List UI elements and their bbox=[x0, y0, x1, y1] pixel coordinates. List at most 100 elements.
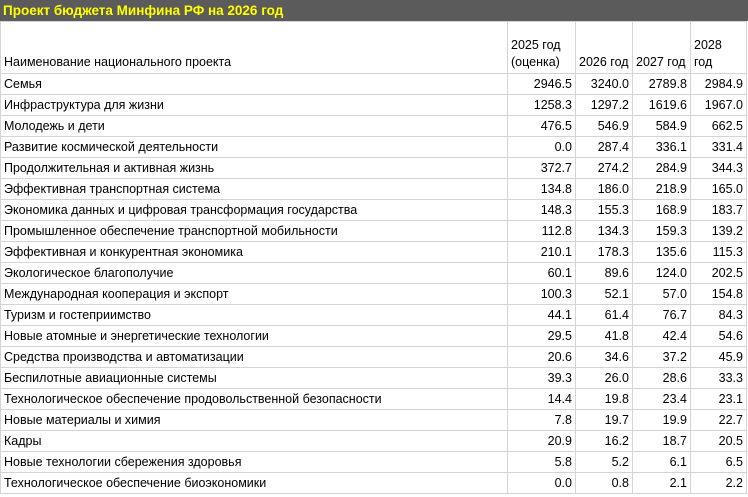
budget-value: 0.0 bbox=[507, 136, 576, 158]
budget-value: 37.2 bbox=[632, 346, 691, 368]
table-row: Молодежь и дети 476.5 546.9 584.9 662.5 bbox=[0, 115, 747, 137]
budget-value: 148.3 bbox=[507, 199, 576, 221]
project-name: Развитие космической деятельности bbox=[0, 136, 508, 158]
budget-value: 100.3 bbox=[507, 283, 576, 305]
budget-value: 22.7 bbox=[690, 409, 747, 431]
budget-value: 57.0 bbox=[632, 283, 691, 305]
budget-value: 42.4 bbox=[632, 325, 691, 347]
project-name: Экологическое благополучие bbox=[0, 262, 508, 284]
budget-value: 112.8 bbox=[507, 220, 576, 242]
budget-value: 39.3 bbox=[507, 367, 576, 389]
budget-value: 124.0 bbox=[632, 262, 691, 284]
project-name: Международная кооперация и экспорт bbox=[0, 283, 508, 305]
budget-value: 5.8 bbox=[507, 451, 576, 473]
budget-value: 274.2 bbox=[575, 157, 633, 179]
table-row: Экономика данных и цифровая трансформаци… bbox=[0, 199, 747, 221]
budget-value: 41.8 bbox=[575, 325, 633, 347]
budget-value: 18.7 bbox=[632, 430, 691, 452]
table-row: Эффективная и конкурентная экономика 210.… bbox=[0, 241, 747, 263]
table-row: Кадры 20.9 16.2 18.7 20.5 bbox=[0, 430, 747, 452]
budget-value: 183.7 bbox=[690, 199, 747, 221]
project-name: Новые материалы и химия bbox=[0, 409, 508, 431]
budget-value: 168.9 bbox=[632, 199, 691, 221]
budget-value: 29.5 bbox=[507, 325, 576, 347]
budget-value: 134.8 bbox=[507, 178, 576, 200]
project-name: Продолжительная и активная жизнь bbox=[0, 157, 508, 179]
table-row: Международная кооперация и экспорт 100.3 5… bbox=[0, 283, 747, 305]
budget-value: 1619.6 bbox=[632, 94, 691, 116]
budget-value: 0.8 bbox=[575, 472, 633, 494]
budget-value: 154.8 bbox=[690, 283, 747, 305]
table-body: Семья 2946.5 3240.0 2789.8 2984.9 Инфраструкт… bbox=[0, 73, 747, 494]
project-name: Молодежь и дети bbox=[0, 115, 508, 137]
budget-value: 2.2 bbox=[690, 472, 747, 494]
table-row: Туризм и гостеприимство 44.1 61.4 76.7 84.3 bbox=[0, 304, 747, 326]
budget-value: 14.4 bbox=[507, 388, 576, 410]
table-row: Новые технологии сбережения здоровья 5.8 5… bbox=[0, 451, 747, 473]
header-row: Наименование национального проекта 2025 г… bbox=[0, 21, 747, 74]
budget-value: 218.9 bbox=[632, 178, 691, 200]
column-header: 2027 год bbox=[632, 21, 691, 74]
budget-value: 202.5 bbox=[690, 262, 747, 284]
budget-value: 186.0 bbox=[575, 178, 633, 200]
budget-value: 89.6 bbox=[575, 262, 633, 284]
table-row: Продолжительная и активная жизнь 372.7 274… bbox=[0, 157, 747, 179]
budget-value: 476.5 bbox=[507, 115, 576, 137]
column-header: 2025 год (оценка) bbox=[507, 21, 576, 74]
budget-value: 1297.2 bbox=[575, 94, 633, 116]
budget-value: 2984.9 bbox=[690, 73, 747, 95]
budget-value: 7.8 bbox=[507, 409, 576, 431]
budget-value: 20.6 bbox=[507, 346, 576, 368]
budget-value: 28.6 bbox=[632, 367, 691, 389]
project-name: Промышленное обеспечение транспортной мо… bbox=[0, 220, 508, 242]
budget-value: 26.0 bbox=[575, 367, 633, 389]
table-row: Инфраструктура для жизни 1258.3 1297.2 1619… bbox=[0, 94, 747, 116]
budget-value: 1258.3 bbox=[507, 94, 576, 116]
budget-value: 60.1 bbox=[507, 262, 576, 284]
table-row: Технологическое обеспечение продовольств… bbox=[0, 388, 747, 410]
budget-value: 372.7 bbox=[507, 157, 576, 179]
budget-value: 135.6 bbox=[632, 241, 691, 263]
project-name: Средства производства и автоматизации bbox=[0, 346, 508, 368]
budget-value: 331.4 bbox=[690, 136, 747, 158]
budget-value: 165.0 bbox=[690, 178, 747, 200]
budget-value: 155.3 bbox=[575, 199, 633, 221]
budget-value: 1967.0 bbox=[690, 94, 747, 116]
project-name: Экономика данных и цифровая трансформаци… bbox=[0, 199, 508, 221]
budget-value: 115.3 bbox=[690, 241, 747, 263]
table-row: Экологическое благополучие 60.1 89.6 124.0 2… bbox=[0, 262, 747, 284]
project-name: Новые атомные и энергетические технологи… bbox=[0, 325, 508, 347]
budget-value: 134.3 bbox=[575, 220, 633, 242]
budget-value: 336.1 bbox=[632, 136, 691, 158]
table-row: Новые атомные и энергетические технологи… bbox=[0, 325, 747, 347]
budget-value: 662.5 bbox=[690, 115, 747, 137]
budget-value: 2789.8 bbox=[632, 73, 691, 95]
project-name: Технологическое обеспечение биоэкономики bbox=[0, 472, 508, 494]
table-row: Промышленное обеспечение транспортной мо… bbox=[0, 220, 747, 242]
budget-value: 178.3 bbox=[575, 241, 633, 263]
budget-value: 287.4 bbox=[575, 136, 633, 158]
budget-value: 20.9 bbox=[507, 430, 576, 452]
project-name: Эффективная и конкурентная экономика bbox=[0, 241, 508, 263]
budget-value: 19.8 bbox=[575, 388, 633, 410]
budget-value: 84.3 bbox=[690, 304, 747, 326]
project-name: Кадры bbox=[0, 430, 508, 452]
budget-value: 344.3 bbox=[690, 157, 747, 179]
budget-value: 19.7 bbox=[575, 409, 633, 431]
budget-value: 20.5 bbox=[690, 430, 747, 452]
budget-value: 2946.5 bbox=[507, 73, 576, 95]
table-row: Семья 2946.5 3240.0 2789.8 2984.9 bbox=[0, 73, 747, 95]
table-row: Беспилотные авиационные системы 39.3 26.0 2… bbox=[0, 367, 747, 389]
budget-value: 6.5 bbox=[690, 451, 747, 473]
budget-value: 546.9 bbox=[575, 115, 633, 137]
budget-table: Наименование национального проекта 2025 г… bbox=[0, 21, 747, 494]
title: Проект бюджета Минфина РФ на 2026 год bbox=[0, 0, 748, 21]
project-name: Новые технологии сбережения здоровья bbox=[0, 451, 508, 473]
budget-value: 3240.0 bbox=[575, 73, 633, 95]
budget-value: 284.9 bbox=[632, 157, 691, 179]
project-name: Эффективная транспортная система bbox=[0, 178, 508, 200]
project-name: Беспилотные авиационные системы bbox=[0, 367, 508, 389]
budget-value: 210.1 bbox=[507, 241, 576, 263]
budget-value: 23.4 bbox=[632, 388, 691, 410]
